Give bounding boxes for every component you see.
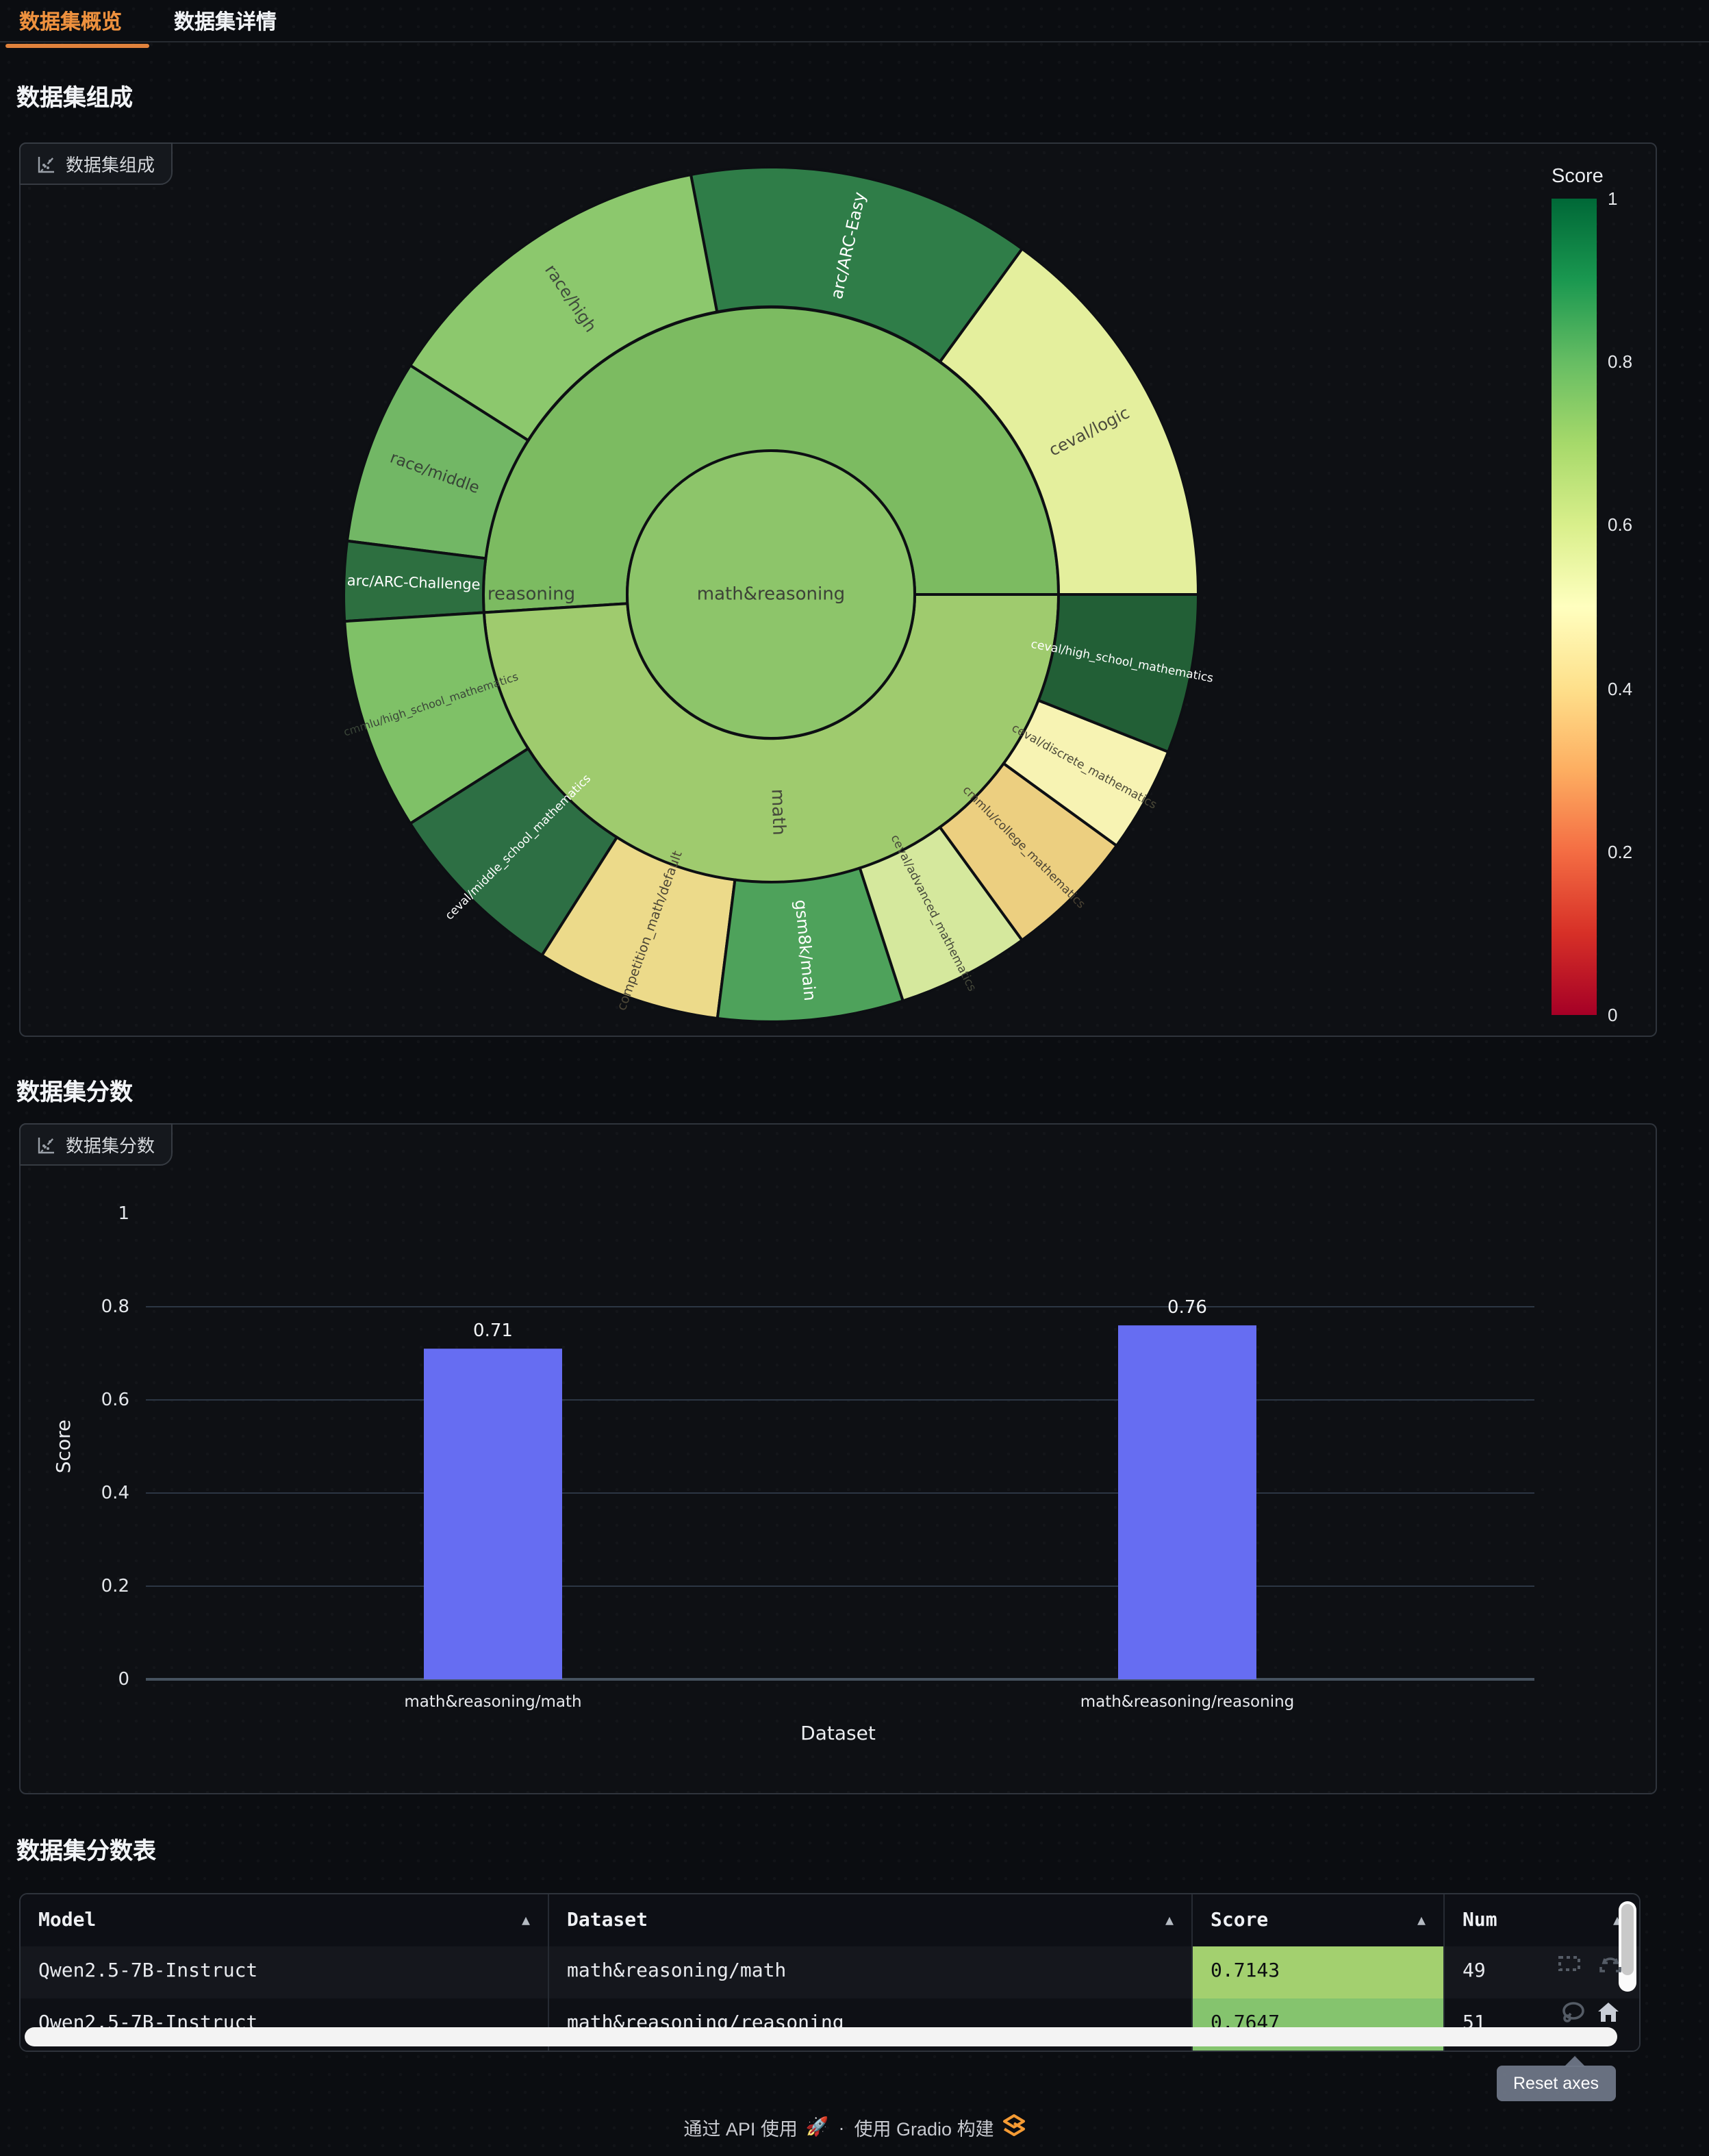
table-header-model[interactable]: Model ▲	[21, 1894, 549, 1946]
score-table: Model ▲ Dataset ▲ Score ▲ Num ▲ Qwen2.5-7B-I…	[19, 1893, 1641, 2052]
footer-separator: ·	[838, 2117, 845, 2138]
reset-axes-tooltip: Reset axes	[1497, 2056, 1616, 2101]
table-vertical-scrollbar[interactable]	[1619, 1901, 1636, 1992]
autoscale-icon[interactable]	[1598, 1951, 1623, 1975]
y-tick-0.6: 0.6	[101, 1390, 129, 1410]
table-header-score[interactable]: Score ▲	[1193, 1894, 1445, 1946]
bar-chart-panel: 数据集分数 0 0.2 0.4 0.6 0.8 1 0.71 math&reasoning/m…	[19, 1123, 1657, 2101]
built-with-gradio-link[interactable]: 使用 Gradio 构建	[854, 2114, 1026, 2141]
sunburst-center-math&reasoning[interactable]	[626, 449, 916, 740]
bar-chart: 0 0.2 0.4 0.6 0.8 1 0.71 math&reasoning/math 0.7…	[52, 1203, 1534, 1744]
bar-math&reasoning/math[interactable]	[424, 1349, 562, 1679]
y-tick-0.4: 0.4	[101, 1483, 129, 1503]
sunburst-panel: 数据集组成 ceval/logic arc/ARC-Easy race/high ra…	[19, 142, 1657, 1037]
composition-section-title: 数据集组成	[16, 85, 133, 111]
colorbar-tick-0.2: 0.2	[1608, 841, 1633, 862]
tooltip-arrow	[1563, 2056, 1586, 2067]
dataset-cell: math&reasoning/math	[549, 1946, 1193, 1998]
scrollbar-thumb[interactable]	[1621, 1904, 1634, 1975]
scores-section-title: 数据集分数	[16, 1079, 133, 1105]
colorbar-title: Score	[1552, 166, 1604, 188]
table-row: Qwen2.5-7B-Instruct math&reasoning/math 0.…	[21, 1946, 1639, 1998]
tab-bar: 数据集概览 数据集详情	[0, 0, 1709, 47]
sunburst-center-label: math&reasoning	[697, 584, 845, 605]
reset-axes-home-icon[interactable]	[1595, 2000, 1620, 2025]
bar-panel-label: 数据集分数	[19, 1123, 173, 1166]
sunburst-label-reasoning: reasoning	[488, 584, 575, 605]
model-cell: Qwen2.5-7B-Instruct	[21, 1946, 549, 1998]
lasso-icon[interactable]	[1560, 2000, 1584, 2025]
table-horizontal-scrollbar[interactable]	[25, 2027, 1617, 2046]
sunburst-chart: ceval/logicarc/ARC-Easyrace/highrace/mid…	[342, 165, 1215, 1023]
y-tick-0.2: 0.2	[101, 1576, 129, 1596]
colorbar-tick-0.8: 0.8	[1608, 351, 1633, 373]
table-header-num[interactable]: Num ▲	[1463, 1909, 1621, 1931]
sunburst-segment-ceval/logic[interactable]	[938, 247, 1200, 596]
sunburst-label-math: math	[767, 788, 789, 836]
tab-dataset-detail[interactable]: 数据集详情	[174, 10, 277, 34]
bar-panel-label-text: 数据集分数	[66, 1136, 155, 1156]
x-tick-math&reasoning/reasoning: math&reasoning/reasoning	[1080, 1693, 1295, 1711]
sunburst-panel-label-text: 数据集组成	[66, 155, 155, 175]
bar-value-label: 0.71	[473, 1320, 513, 1341]
tab-dataset-overview[interactable]: 数据集概览	[5, 1, 150, 47]
score-colorbar	[1552, 199, 1597, 1015]
score-cell: 0.7143	[1193, 1946, 1445, 1998]
gradio-logo-icon	[1002, 2114, 1026, 2141]
num-cell: 49	[1463, 1960, 1486, 1982]
colorbar-tick-0.6: 0.6	[1608, 514, 1633, 536]
sunburst-panel-label: 数据集组成	[19, 142, 173, 185]
y-tick-1: 1	[118, 1203, 129, 1224]
rocket-icon: 🚀	[805, 2116, 829, 2137]
colorbar-tick-0: 0	[1608, 1005, 1618, 1025]
footer: 通过 API 使用 🚀 · 使用 Gradio 构建	[0, 2114, 1709, 2141]
use-via-api-link[interactable]: 通过 API 使用 🚀	[683, 2116, 829, 2140]
x-tick-math&reasoning/math: math&reasoning/math	[404, 1693, 581, 1711]
bar-math&reasoning/reasoning[interactable]	[1118, 1325, 1256, 1679]
y-axis-title: Score	[52, 1420, 75, 1473]
table-header-dataset[interactable]: Dataset ▲	[549, 1894, 1193, 1946]
sunburst-segment-ceval/high_school_mathematics[interactable]	[1037, 593, 1200, 754]
colorbar-tick-0.4: 0.4	[1608, 678, 1633, 699]
sort-icon[interactable]: ▲	[1417, 1913, 1426, 1928]
chart-icon	[37, 154, 56, 173]
sort-icon[interactable]: ▲	[521, 1913, 530, 1928]
y-tick-0.8: 0.8	[101, 1296, 129, 1317]
bar-value-label: 0.76	[1167, 1297, 1207, 1318]
table-header-row: Model ▲ Dataset ▲ Score ▲ Num ▲	[21, 1894, 1639, 1946]
colorbar-tick-1: 1	[1608, 188, 1618, 209]
x-axis-title: Dataset	[800, 1722, 876, 1744]
table-section-title: 数据集分数表	[16, 1838, 156, 1864]
chart-icon	[37, 1135, 56, 1154]
y-tick-0: 0	[118, 1669, 129, 1690]
sort-icon[interactable]: ▲	[1165, 1913, 1174, 1928]
box-select-icon[interactable]	[1557, 1951, 1582, 1975]
